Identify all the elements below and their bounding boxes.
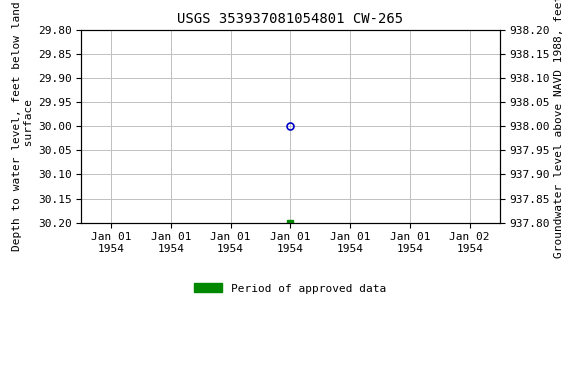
Y-axis label: Depth to water level, feet below land
 surface: Depth to water level, feet below land su…	[12, 2, 33, 251]
Legend: Period of approved data: Period of approved data	[190, 279, 391, 298]
Y-axis label: Groundwater level above NAVD 1988, feet: Groundwater level above NAVD 1988, feet	[554, 0, 564, 258]
Title: USGS 353937081054801 CW-265: USGS 353937081054801 CW-265	[177, 12, 403, 26]
